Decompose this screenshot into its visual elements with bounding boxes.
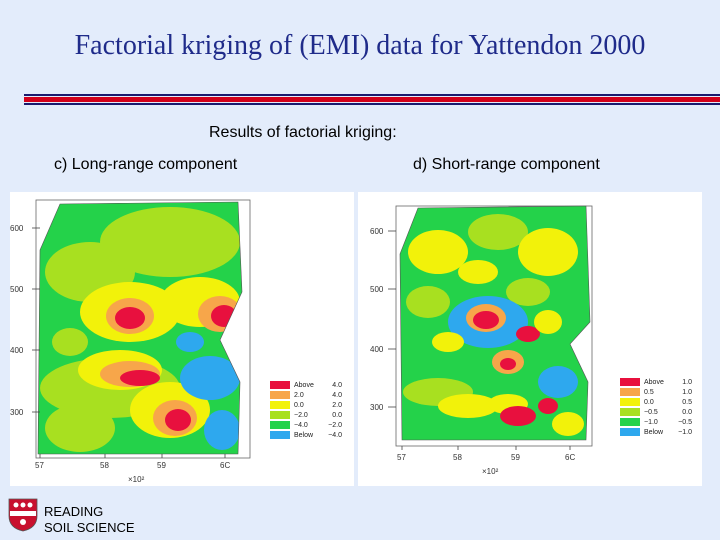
logo-line-1: READING <box>44 504 104 519</box>
kriging-map-long-range <box>38 202 242 454</box>
field-boundary <box>399 205 591 441</box>
legend-label: −4.0 <box>294 421 308 429</box>
legend-label: 0.0 <box>294 401 304 409</box>
legend-label: 0.0 <box>644 398 654 406</box>
legend-value: 0.0 <box>682 408 692 416</box>
slide-title: Factorial kriging of (EMI) data for Yatt… <box>74 30 646 61</box>
x-tick: 6C <box>220 461 230 470</box>
legend-label: Above <box>294 381 314 389</box>
legend-value: 4.0 <box>332 391 342 399</box>
legend-value: 0.5 <box>682 398 692 406</box>
legend-row: −1.0 −0.5 <box>620 417 692 427</box>
legend-long-range: Above 4.0 2.0 4.0 0.0 2.0 −2.0 0.0 −4.0 −2.0 … <box>270 380 342 440</box>
map-short-range: 600 500 400 300 57 58 59 6C ×10² <box>370 205 593 476</box>
legend-value: −0.5 <box>678 418 692 426</box>
legend-swatch <box>270 391 290 399</box>
legend-label: −1.0 <box>644 418 658 426</box>
legend-swatch <box>270 401 290 409</box>
legend-row: −0.5 0.0 <box>620 407 692 417</box>
x-tick: 58 <box>100 461 109 470</box>
logo-text: READING SOIL SCIENCE <box>44 504 135 536</box>
rule-top <box>24 94 720 96</box>
y-tick: 400 <box>10 346 24 355</box>
x-axis-unit: ×10² <box>482 467 499 476</box>
map-long-range: 600 500 400 300 57 58 59 6C ×10² <box>10 199 251 484</box>
legend-swatch <box>620 418 640 426</box>
legend-row: Below −1.0 <box>620 427 692 437</box>
x-tick: 58 <box>453 453 462 462</box>
y-tick: 600 <box>370 227 384 236</box>
legend-label: 2.0 <box>294 391 304 399</box>
x-tick: 57 <box>397 453 406 462</box>
legend-swatch <box>620 408 640 416</box>
legend-value: −1.0 <box>678 428 692 436</box>
legend-row: 0.0 0.5 <box>620 397 692 407</box>
plot-frame <box>35 199 251 459</box>
legend-short-range: Above 1.0 0.5 1.0 0.0 0.5 −0.5 0.0 −1.0 −0.5 … <box>620 377 692 437</box>
legend-value: 2.0 <box>332 401 342 409</box>
panel-label-long-range: c) Long-range component <box>54 156 238 173</box>
legend-swatch <box>620 378 640 386</box>
legend-swatch <box>270 421 290 429</box>
x-tick: 59 <box>511 453 520 462</box>
logo-line-2: SOIL SCIENCE <box>44 520 135 535</box>
y-tick: 400 <box>370 345 384 354</box>
legend-value: −2.0 <box>328 421 342 429</box>
legend-swatch <box>620 428 640 436</box>
plot-frame <box>395 205 593 447</box>
y-tick: 500 <box>370 285 384 294</box>
kriging-map-short-range <box>400 206 590 440</box>
legend-label: Below <box>294 431 314 439</box>
legend-swatch <box>620 388 640 396</box>
rule-bottom <box>24 103 720 105</box>
y-tick: 300 <box>370 403 384 412</box>
legend-swatch <box>270 411 290 419</box>
legend-value: 0.0 <box>332 411 342 419</box>
y-tick: 600 <box>10 224 24 233</box>
legend-swatch <box>270 381 290 389</box>
x-tick: 57 <box>35 461 44 470</box>
x-tick: 59 <box>157 461 166 470</box>
legend-label: −2.0 <box>294 411 308 419</box>
x-axis-unit: ×10² <box>128 475 145 484</box>
legend-label: Above <box>644 378 664 386</box>
legend-row: Above 4.0 <box>270 380 342 390</box>
legend-row: Above 1.0 <box>620 377 692 387</box>
legend-row: Below −4.0 <box>270 430 342 440</box>
map-panel-short-range: 600 500 400 300 57 58 59 6C ×10² Above 1.… <box>358 192 702 486</box>
legend-label: 0.5 <box>644 388 654 396</box>
legend-value: 1.0 <box>682 378 692 386</box>
legend-label: Below <box>644 428 664 436</box>
legend-row: 0.5 1.0 <box>620 387 692 397</box>
legend-value: 1.0 <box>682 388 692 396</box>
legend-value: −4.0 <box>328 431 342 439</box>
legend-value: 4.0 <box>332 381 342 389</box>
legend-row: −2.0 0.0 <box>270 410 342 420</box>
x-tick: 6C <box>565 453 575 462</box>
legend-row: 0.0 2.0 <box>270 400 342 410</box>
university-shield-icon <box>8 498 38 532</box>
legend-row: −4.0 −2.0 <box>270 420 342 430</box>
y-tick: 300 <box>10 408 24 417</box>
y-tick: 500 <box>10 285 24 294</box>
panel-label-short-range: d) Short-range component <box>413 156 600 173</box>
map-panel-long-range: 600 500 400 300 57 58 59 6C ×10² Above 4.… <box>10 192 354 486</box>
rule-red <box>24 97 720 102</box>
legend-swatch <box>270 431 290 439</box>
legend-row: 2.0 4.0 <box>270 390 342 400</box>
slide-subtitle: Results of factorial kriging: <box>209 124 397 141</box>
legend-swatch <box>620 398 640 406</box>
legend-label: −0.5 <box>644 408 658 416</box>
